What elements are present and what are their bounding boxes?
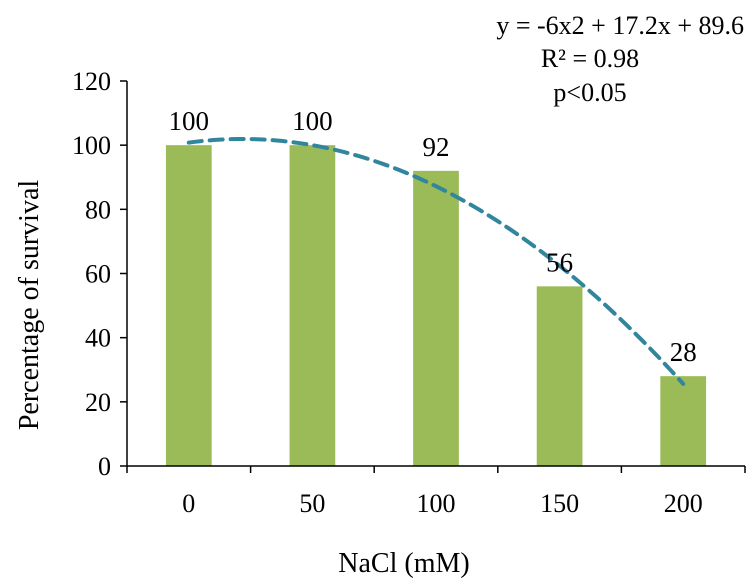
y-tick-label: 100 xyxy=(72,131,111,160)
x-tick-label: 200 xyxy=(664,489,703,518)
bar-200 xyxy=(660,376,707,466)
bar-150 xyxy=(536,286,583,466)
trendline xyxy=(186,136,686,386)
trendline-group xyxy=(186,136,686,386)
bar-100 xyxy=(413,170,459,467)
y-axis-title: Percentage of survival xyxy=(14,180,45,431)
data-labels: 100 100 92 56 28 xyxy=(169,106,697,367)
trendline-equation: y = -6x2 + 17.2x + 89.6 xyxy=(496,11,744,40)
bars-group xyxy=(165,145,707,467)
data-label-150: 56 xyxy=(546,247,573,277)
x-axis-title: NaCl (mM) xyxy=(338,548,469,579)
y-tick-label: 0 xyxy=(98,452,111,481)
y-tick-label: 80 xyxy=(85,195,111,224)
x-tick-label: 0 xyxy=(182,489,195,518)
y-tick-label: 20 xyxy=(85,388,111,417)
y-tick-label: 40 xyxy=(85,324,111,353)
x-tick-labels: 0 50 100 150 200 xyxy=(182,489,702,518)
y-tick-label: 120 xyxy=(72,67,111,96)
x-tick-label: 100 xyxy=(417,489,456,518)
bar-50 xyxy=(289,145,336,466)
bar-0 xyxy=(165,145,212,466)
y-tick-labels: 0 20 40 60 80 100 120 xyxy=(72,67,111,481)
x-tick-label: 150 xyxy=(540,489,579,518)
p-value-label: p<0.05 xyxy=(553,78,626,107)
axes-group xyxy=(120,80,746,473)
y-tick-label: 60 xyxy=(85,260,111,289)
r-squared-label: R² = 0.98 xyxy=(541,44,639,73)
data-label-50: 100 xyxy=(292,106,333,136)
data-label-100: 92 xyxy=(423,132,450,162)
x-tick-label: 50 xyxy=(299,489,325,518)
data-label-0: 100 xyxy=(169,106,210,136)
data-label-200: 28 xyxy=(670,337,697,367)
